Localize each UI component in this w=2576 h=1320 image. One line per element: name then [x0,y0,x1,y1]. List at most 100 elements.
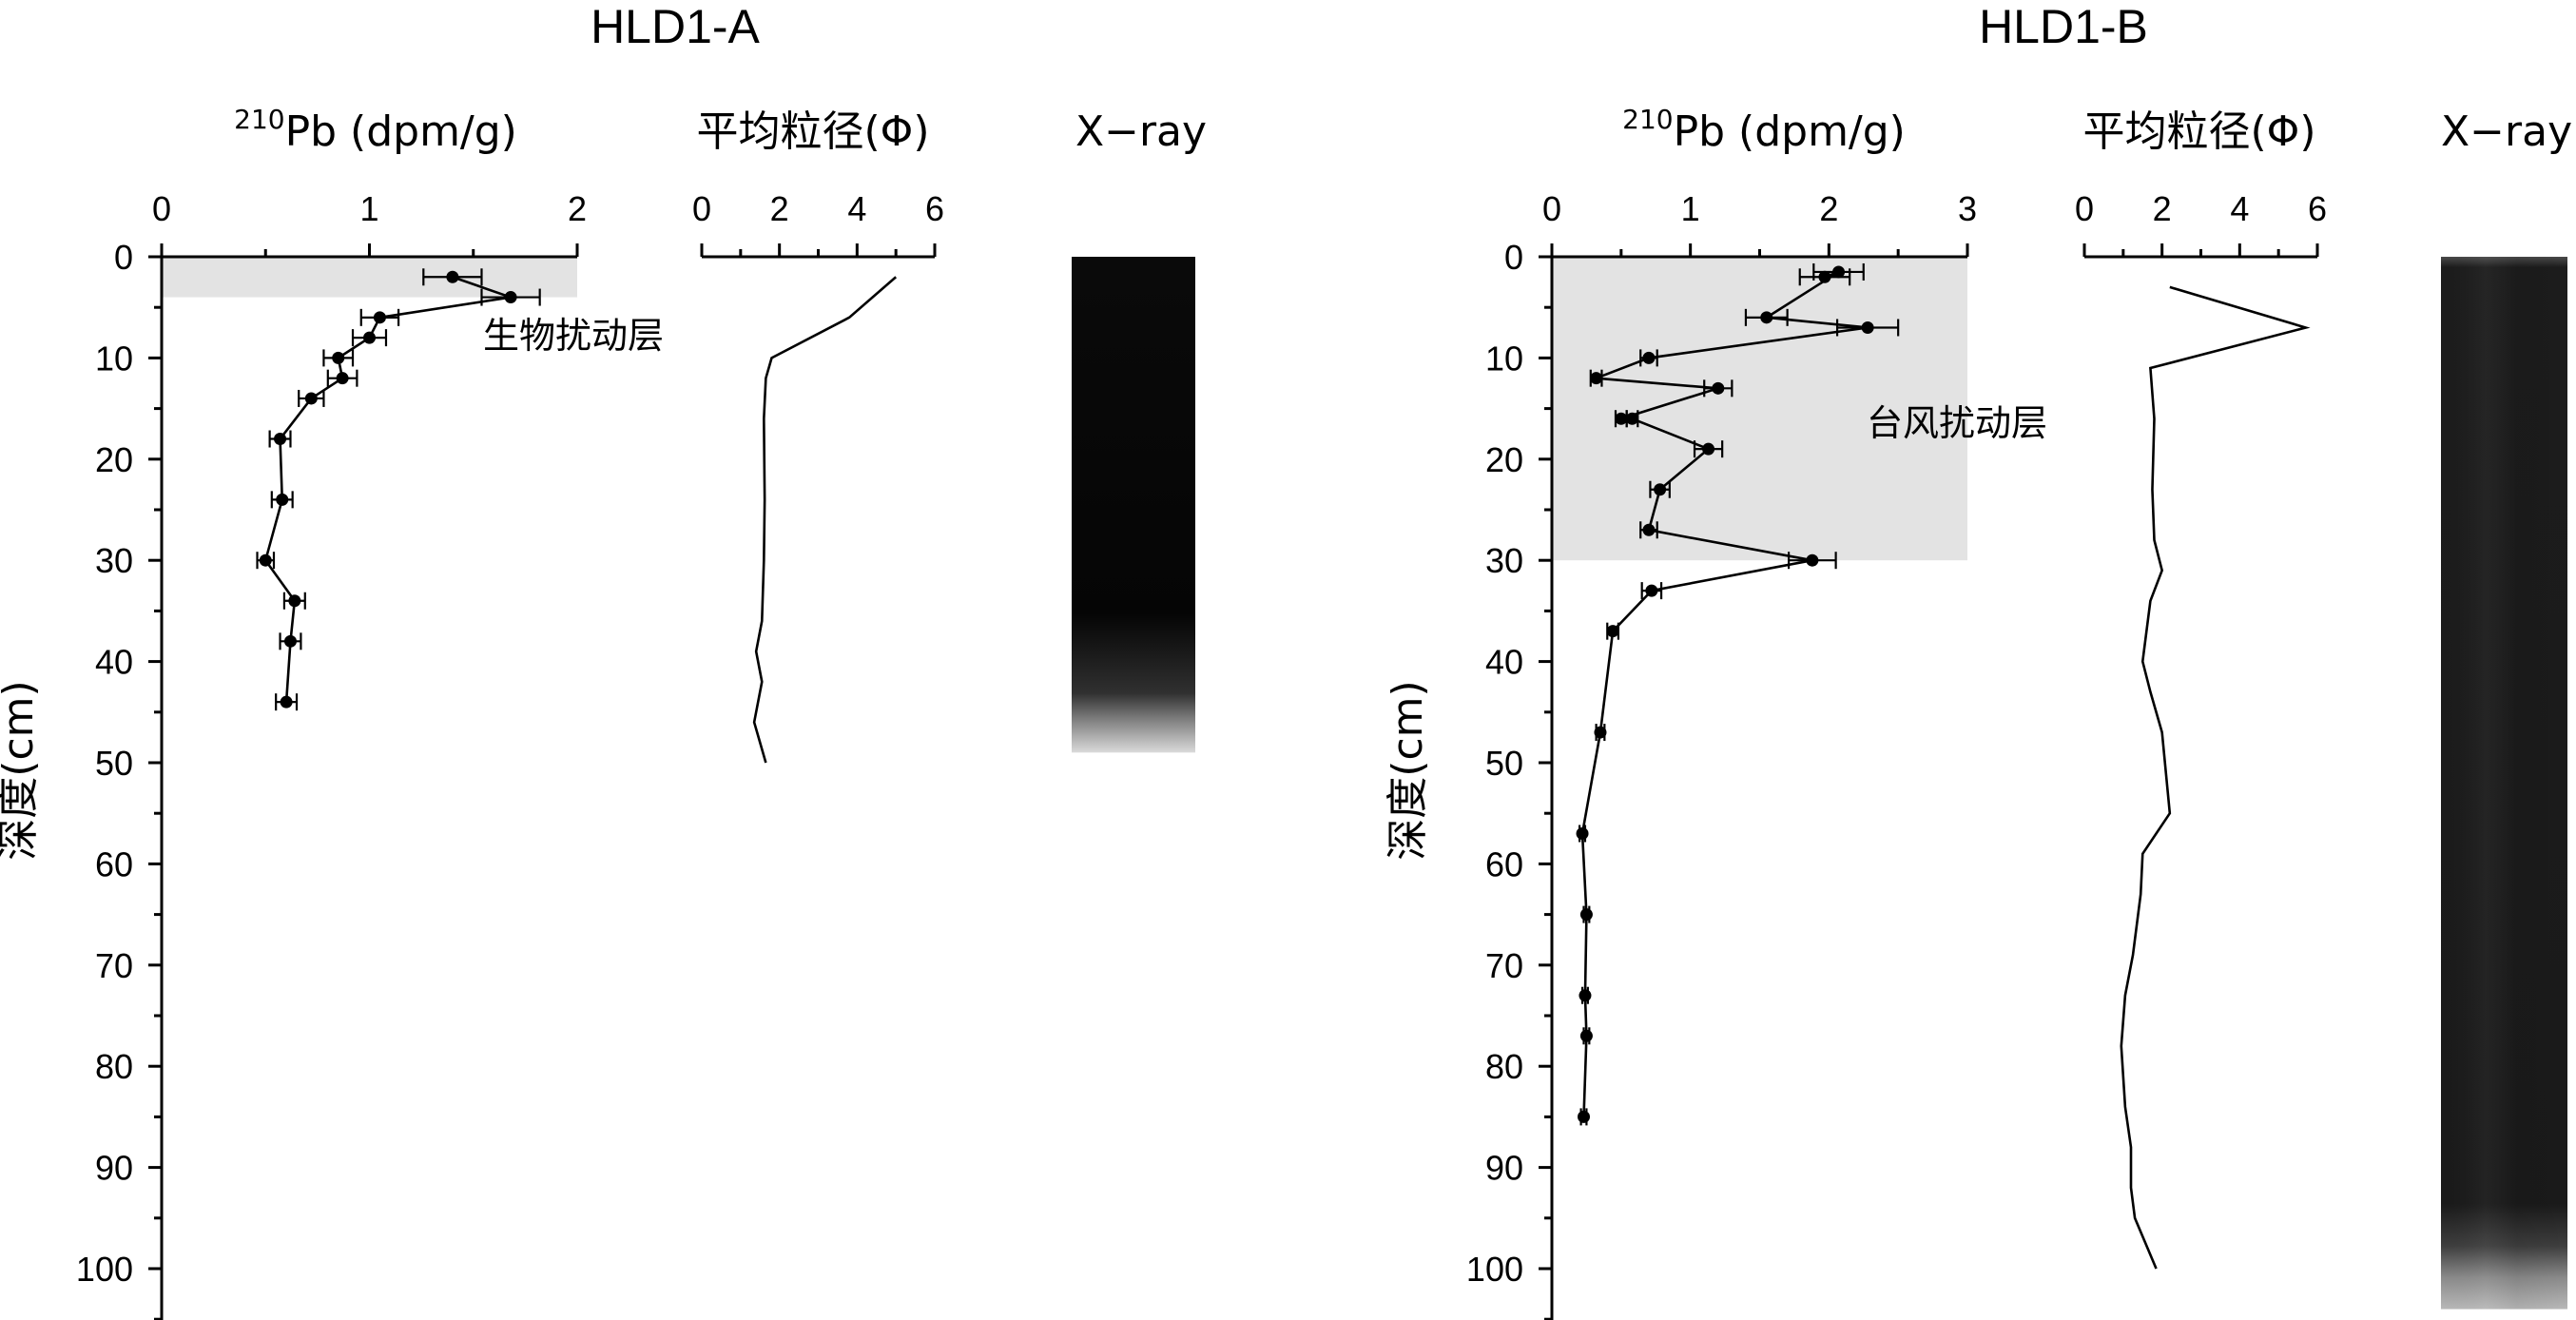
pb-x-axis: 0 1 2 [152,189,587,259]
grain-tick-label: 2 [2153,189,2172,228]
xray-label: X−ray [1075,107,1207,156]
y-tick-label: 0 [1504,238,1523,277]
grain-tick-label: 4 [847,189,866,228]
pb-data-point [288,594,301,608]
pb-data-point [446,270,459,283]
pb-data-point [1642,351,1656,364]
pb-data-point [1590,372,1603,385]
pb-data-point [332,351,345,364]
pb-data-point [1578,1110,1591,1123]
grain-series [2120,285,2311,1270]
grain-series [752,276,898,764]
y-tick-label: 80 [95,1047,133,1086]
pb-data-point [283,634,297,648]
pb-tick-label: 2 [568,189,587,228]
y-tick-label: 30 [1485,541,1523,580]
y-tick-label: 0 [114,238,133,277]
pb-data-point [1760,311,1773,324]
grain-x-axis: 0 2 4 6 [2075,189,2327,259]
pb-x-axis: 0 1 2 3 [1542,189,1977,259]
pb-axis-label-main: Pb (dpm/g) [285,107,517,156]
grain-tick-label: 0 [2075,189,2094,228]
pb-data-point [1642,523,1656,536]
pb-data-point [1576,826,1589,840]
y-tick-label: 80 [1485,1047,1523,1086]
pb-data-point [1712,381,1725,395]
pb-tick-label: 0 [1542,189,1561,228]
typhoon-layer-label: 台风扰动层 [1867,402,2047,444]
pb-tick-label: 1 [1681,189,1700,228]
y-tick-label: 90 [95,1149,133,1188]
pb-data-point [1579,908,1593,922]
pb-data-point [280,695,293,709]
y-tick-label: 70 [1485,946,1523,985]
grain-axis-label: 平均粒径(Φ) [2083,107,2316,156]
panel-title: HLD1-B [1979,0,2148,53]
y-axis-label: 深度(cm) [0,680,43,860]
pb-series [256,268,541,711]
bioturbation-layer-band [162,257,577,298]
grain-size-profile-line [752,276,898,764]
y-tick-label: 40 [1485,643,1523,682]
pb-data-point [1702,442,1715,456]
pb-data-point [1579,1029,1593,1042]
y-tick-label: 60 [95,844,133,883]
xray-core-image [1072,257,1195,753]
pb-data-point [1645,584,1658,597]
y-axis: 0 10 20 30 40 50 60 70 80 90 100 [1466,238,1554,1320]
y-tick-label: 90 [1485,1149,1523,1188]
pb-data-point [276,493,289,506]
bioturbation-layer-label: 生物扰动层 [483,315,664,357]
pb-data-point [1606,625,1619,638]
y-tick-label: 100 [76,1250,133,1289]
pb-series [1576,262,1900,1126]
pb-profile-line [263,276,512,703]
pb-data-point [336,372,349,385]
grain-x-axis: 0 2 4 6 [692,189,944,259]
pb-data-point [1832,265,1846,279]
pb-data-point [1861,320,1874,334]
pb-axis-label-sup: 210 [1622,104,1673,135]
pb-tick-label: 1 [359,189,378,228]
panel-title: HLD1-A [591,0,760,53]
y-tick-label: 10 [1485,339,1523,378]
pb-axis-label: 210Pb (dpm/g) [1622,104,1906,156]
grain-tick-label: 0 [692,189,711,228]
y-tick-label: 20 [95,440,133,479]
grain-tick-label: 2 [770,189,789,228]
xray-core-shading [2441,257,2567,1310]
panel-hld1-a: HLD1-A 210Pb (dpm/g) 平均粒径(Φ) X−ray 深度(cm… [0,0,1207,1320]
grain-tick-label: 6 [2308,189,2327,228]
panel-hld1-b: HLD1-B 210Pb (dpm/g) 平均粒径(Φ) X−ray 深度(cm… [1384,0,2572,1320]
grain-axis-label: 平均粒径(Φ) [697,107,930,156]
pb-tick-label: 0 [152,189,171,228]
y-tick-label: 50 [1485,744,1523,783]
typhoon-layer-band [1552,257,1967,561]
y-axis: 0 10 20 30 40 50 60 70 80 90 100 [76,238,164,1320]
y-tick-label: 20 [1485,440,1523,479]
y-tick-label: 40 [95,643,133,682]
pb-tick-label: 2 [1819,189,1838,228]
y-tick-label: 70 [95,946,133,985]
y-axis-label: 深度(cm) [1384,680,1432,860]
pb-data-point [373,311,386,324]
pb-data-point [363,331,376,344]
pb-data-point [304,392,318,405]
y-tick-label: 10 [95,339,133,378]
pb-data-point [1654,483,1667,496]
pb-axis-label-main: Pb (dpm/g) [1674,107,1906,156]
pb-data-point [1625,412,1638,425]
pb-data-point [1615,412,1628,425]
y-tick-label: 100 [1466,1250,1523,1289]
grain-tick-label: 4 [2230,189,2249,228]
pb-data-point [274,433,287,446]
xray-label: X−ray [2441,107,2572,156]
pb-data-point [1594,726,1607,739]
pb-data-point [1818,270,1831,283]
y-tick-label: 60 [1485,844,1523,883]
pb-axis-label: 210Pb (dpm/g) [234,104,517,156]
pb-data-point [1579,989,1592,1002]
pb-tick-label: 3 [1958,189,1977,228]
pb-data-point [1806,553,1819,567]
